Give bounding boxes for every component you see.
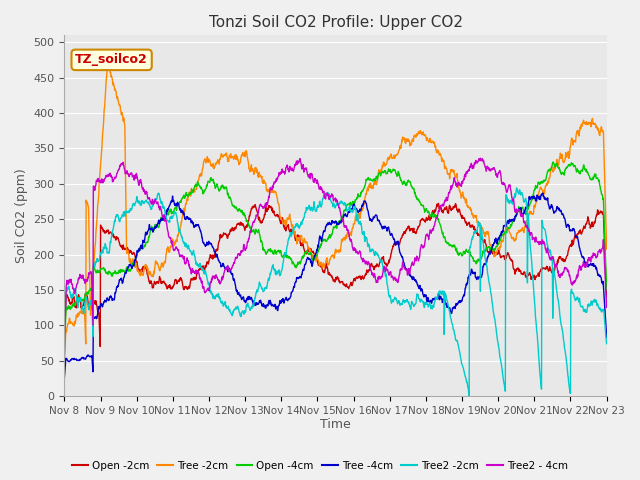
Y-axis label: Soil CO2 (ppm): Soil CO2 (ppm) — [15, 168, 28, 263]
Legend: Open -2cm, Tree -2cm, Open -4cm, Tree -4cm, Tree2 -2cm, Tree2 - 4cm: Open -2cm, Tree -2cm, Open -4cm, Tree -4… — [68, 456, 572, 475]
X-axis label: Time: Time — [320, 419, 351, 432]
Text: TZ_soilco2: TZ_soilco2 — [76, 53, 148, 66]
Title: Tonzi Soil CO2 Profile: Upper CO2: Tonzi Soil CO2 Profile: Upper CO2 — [209, 15, 463, 30]
